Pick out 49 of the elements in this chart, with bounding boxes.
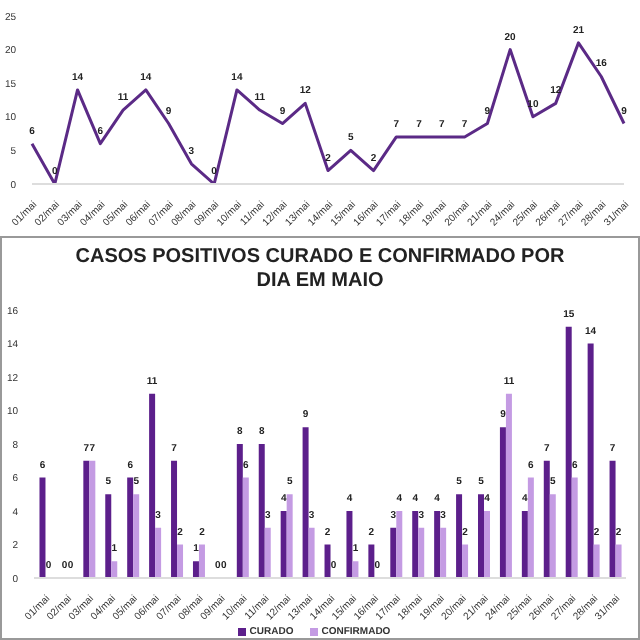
bar [133, 494, 140, 578]
bar [39, 477, 46, 578]
bar [149, 393, 156, 578]
bar [346, 511, 353, 578]
bar [177, 544, 184, 578]
bar [571, 477, 578, 578]
bar [198, 544, 205, 578]
bar [462, 544, 469, 578]
chart-title: CASOS POSITIVOS CURADO E CONFIRMADO POR DIA EM MAIO [73, 244, 567, 294]
bar [264, 527, 271, 578]
bar [615, 544, 622, 578]
bar [286, 494, 293, 578]
bar [105, 494, 112, 578]
bar [171, 460, 178, 578]
bar [521, 511, 528, 578]
bar [565, 326, 572, 578]
bar [499, 427, 506, 578]
bar [609, 460, 616, 578]
bar [89, 460, 96, 578]
bar [456, 494, 463, 578]
bar [587, 343, 594, 578]
bar [478, 494, 484, 578]
bar [192, 561, 199, 578]
bar [543, 460, 550, 578]
bar [418, 527, 425, 578]
bar [484, 511, 490, 578]
bar [527, 477, 534, 578]
bar [324, 544, 331, 578]
bar [308, 527, 315, 578]
line-series [30, 41, 626, 184]
bar [352, 561, 359, 578]
bar [258, 444, 265, 578]
bar [83, 460, 90, 578]
bar [368, 544, 375, 578]
bar [396, 511, 403, 578]
bar [127, 477, 134, 578]
bar [549, 494, 556, 578]
bar [236, 444, 243, 578]
bar [111, 561, 118, 578]
bar [440, 527, 447, 578]
bar [412, 511, 419, 578]
bar [302, 427, 309, 578]
bar [593, 544, 600, 578]
bar [280, 511, 287, 578]
bar [434, 511, 441, 578]
bar [390, 527, 397, 578]
bar [155, 527, 162, 578]
bar [242, 477, 249, 578]
bar [505, 393, 512, 578]
